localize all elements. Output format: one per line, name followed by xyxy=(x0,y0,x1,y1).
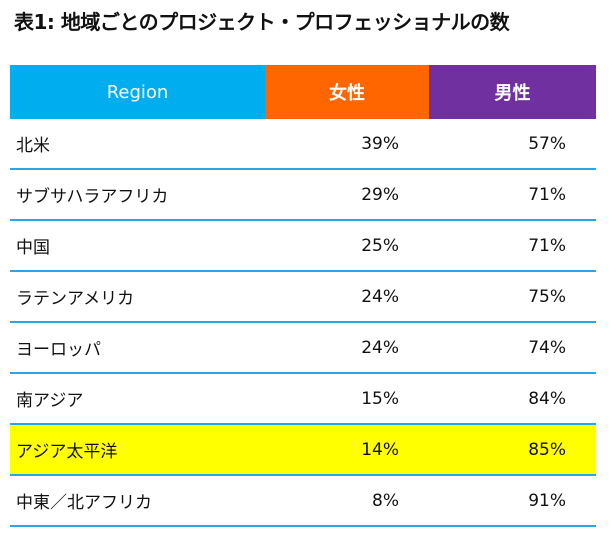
female-cell: 24% xyxy=(265,271,429,323)
male-cell: 75% xyxy=(429,271,596,323)
male-cell: 74% xyxy=(429,322,596,374)
region-cell: 北米 xyxy=(10,119,265,170)
region-cell: ラテンアメリカ xyxy=(10,271,265,323)
table-row-highlighted: アジア太平洋 14% 85% xyxy=(10,424,596,476)
table-row: ヨーロッパ 24% 74% xyxy=(10,322,596,374)
region-header: Region xyxy=(10,65,265,119)
table-title: 表1: 地域ごとのプロジェクト・プロフェッショナルの数 xyxy=(14,10,510,34)
male-cell: 57% xyxy=(429,119,596,170)
male-cell: 84% xyxy=(429,373,596,425)
table-row: ラテンアメリカ 24% 75% xyxy=(10,271,596,323)
female-cell: 29% xyxy=(265,169,429,221)
header-row: Region 女性 男性 xyxy=(10,65,596,119)
region-cell: 南アジア xyxy=(10,373,265,425)
table-row: サブサハラアフリカ 29% 71% xyxy=(10,169,596,221)
female-header: 女性 xyxy=(265,65,429,119)
table-row: 中国 25% 71% xyxy=(10,220,596,272)
table-row: 南アジア 15% 84% xyxy=(10,373,596,425)
male-cell: 85% xyxy=(429,424,596,476)
female-cell: 14% xyxy=(265,424,429,476)
region-cell: 中国 xyxy=(10,220,265,272)
male-header: 男性 xyxy=(429,65,596,119)
female-cell: 25% xyxy=(265,220,429,272)
female-cell: 15% xyxy=(265,373,429,425)
table-row: 中東／北アフリカ 8% 91% xyxy=(10,475,596,527)
male-cell: 91% xyxy=(429,475,596,527)
female-cell: 8% xyxy=(265,475,429,527)
gender-by-region-table: Region 女性 男性 北米 39% 57% サブサハラアフリカ 29% 71… xyxy=(10,65,596,527)
region-cell: ヨーロッパ xyxy=(10,322,265,374)
male-cell: 71% xyxy=(429,220,596,272)
region-cell: 中東／北アフリカ xyxy=(10,475,265,527)
table-row: 北米 39% 57% xyxy=(10,119,596,170)
region-cell: サブサハラアフリカ xyxy=(10,169,265,221)
male-cell: 71% xyxy=(429,169,596,221)
female-cell: 39% xyxy=(265,119,429,170)
female-cell: 24% xyxy=(265,322,429,374)
region-cell: アジア太平洋 xyxy=(10,424,265,476)
